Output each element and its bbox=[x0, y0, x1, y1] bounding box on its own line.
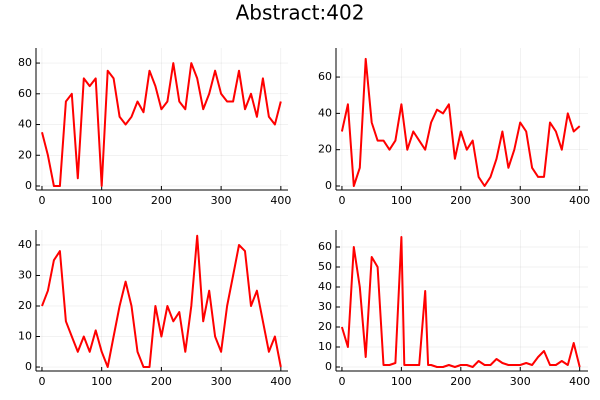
y-tick-label: 50 bbox=[318, 260, 332, 273]
y-tick-label: 0 bbox=[25, 179, 32, 192]
x-tick-label: 400 bbox=[569, 375, 590, 388]
line bbox=[41, 234, 282, 368]
x-tick-label: 200 bbox=[450, 375, 471, 388]
x-tick-label: 100 bbox=[391, 375, 412, 388]
x-tick-label: 400 bbox=[270, 375, 291, 388]
figure-title: Abstract:402 bbox=[236, 1, 365, 25]
x-tick-label: 0 bbox=[338, 375, 345, 388]
line bbox=[41, 62, 282, 187]
y-tick-label: 10 bbox=[18, 330, 32, 343]
y-tick-label: 20 bbox=[18, 299, 32, 312]
x-tick-label: 100 bbox=[391, 194, 412, 207]
x-tick-label: 200 bbox=[151, 194, 172, 207]
x-tick-label: 300 bbox=[510, 375, 531, 388]
y-tick-label: 40 bbox=[318, 106, 332, 119]
line bbox=[340, 236, 581, 368]
x-tick-label: 100 bbox=[91, 194, 112, 207]
y-tick-label: 0 bbox=[25, 360, 32, 373]
y-tick-label: 40 bbox=[18, 118, 32, 131]
x-tick-label: 0 bbox=[38, 194, 45, 207]
y-tick-label: 0 bbox=[325, 179, 332, 192]
y-tick-label: 40 bbox=[18, 238, 32, 251]
y-tick-label: 60 bbox=[318, 70, 332, 83]
y-tick-label: 60 bbox=[318, 240, 332, 253]
y-tick-label: 80 bbox=[18, 56, 32, 69]
y-tick-label: 30 bbox=[318, 300, 332, 313]
x-tick-label: 0 bbox=[338, 194, 345, 207]
x-tick-label: 0 bbox=[38, 375, 45, 388]
x-tick-label: 400 bbox=[270, 194, 291, 207]
x-tick-label: 200 bbox=[450, 194, 471, 207]
y-tick-label: 30 bbox=[18, 268, 32, 281]
x-tick-label: 400 bbox=[569, 194, 590, 207]
line bbox=[340, 57, 581, 187]
y-tick-label: 0 bbox=[325, 360, 332, 373]
y-tick-label: 20 bbox=[318, 320, 332, 333]
y-tick-label: 40 bbox=[318, 280, 332, 293]
x-tick-label: 200 bbox=[151, 375, 172, 388]
y-tick-label: 20 bbox=[18, 148, 32, 161]
y-tick-label: 60 bbox=[18, 87, 32, 100]
x-tick-label: 300 bbox=[510, 194, 531, 207]
y-tick-label: 10 bbox=[318, 340, 332, 353]
x-tick-label: 100 bbox=[91, 375, 112, 388]
x-tick-label: 300 bbox=[211, 375, 232, 388]
y-tick-label: 20 bbox=[318, 143, 332, 156]
x-tick-label: 300 bbox=[211, 194, 232, 207]
